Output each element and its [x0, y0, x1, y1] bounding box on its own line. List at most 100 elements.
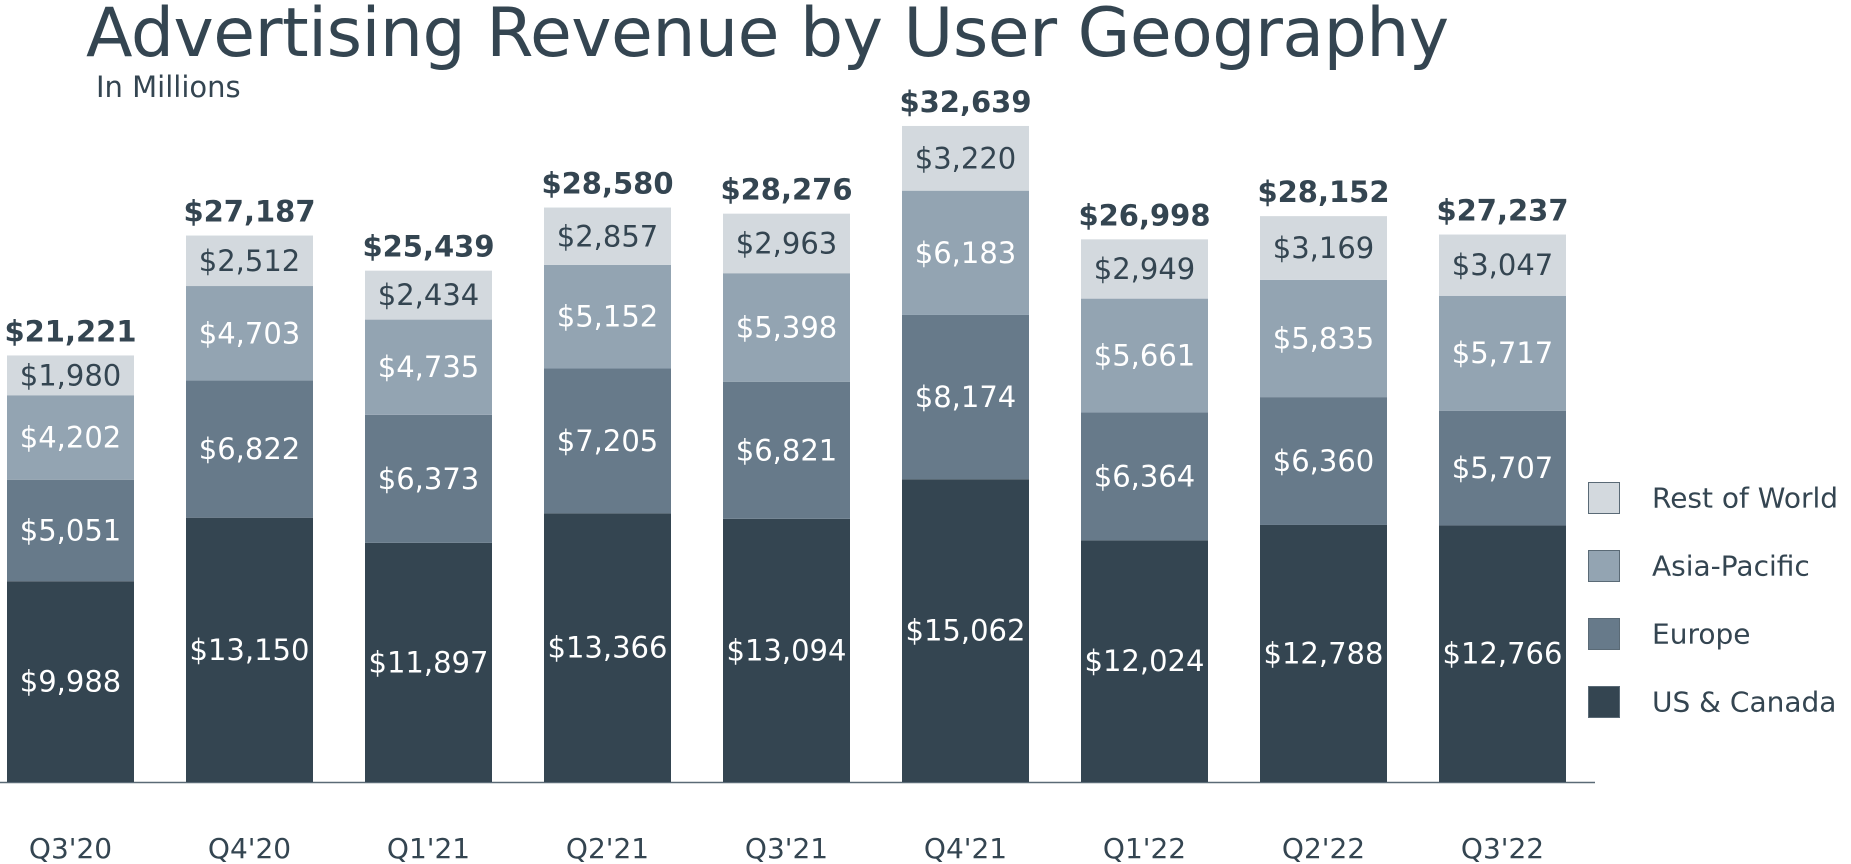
data-label: $3,220 — [915, 141, 1016, 175]
data-label: $5,707 — [1452, 451, 1553, 485]
data-label: $3,169 — [1273, 231, 1374, 265]
data-label: $6,183 — [915, 236, 1016, 270]
x-tick-label: Q4'20 — [208, 832, 291, 864]
bar-segment-asia-pacific — [902, 190, 1029, 315]
data-label: $7,205 — [557, 424, 658, 458]
bar-segment-asia-pacific — [186, 286, 313, 381]
bar-segment-europe — [365, 414, 492, 543]
bar-segment-us-canada — [544, 513, 671, 782]
data-label: $15,062 — [906, 614, 1026, 648]
bar-segment-rest-of-world — [7, 355, 134, 396]
data-label: $4,202 — [20, 420, 121, 454]
bar-segment-asia-pacific — [1260, 279, 1387, 398]
x-tick-label: Q2'22 — [1282, 832, 1365, 864]
data-label: $11,897 — [369, 645, 489, 679]
data-label: $13,094 — [727, 633, 847, 667]
bar-segment-europe — [7, 479, 134, 582]
total-label: $28,580 — [541, 167, 673, 201]
bar-segment-europe — [186, 380, 313, 518]
data-label: $5,717 — [1452, 336, 1553, 370]
total-label: $21,221 — [4, 314, 136, 348]
data-label: $2,512 — [199, 244, 300, 278]
bar-segment-us-canada — [1260, 524, 1387, 782]
bar-segment-europe — [1439, 410, 1566, 526]
data-label: $13,366 — [548, 631, 668, 665]
data-label: $4,703 — [199, 316, 300, 350]
x-tick-label: Q3'21 — [745, 832, 828, 864]
data-label: $2,434 — [378, 278, 479, 312]
x-tick-label: Q4'21 — [924, 832, 1007, 864]
bar-segment-europe — [1081, 412, 1208, 541]
x-tick-label: Q3'20 — [29, 832, 112, 864]
total-label: $28,276 — [720, 173, 852, 207]
data-label: $6,822 — [199, 432, 300, 466]
bar-segment-rest-of-world — [186, 235, 313, 287]
bar-segment-asia-pacific — [1439, 295, 1566, 411]
bar-segment-rest-of-world — [1439, 234, 1566, 296]
bar-segment-rest-of-world — [902, 125, 1029, 191]
bar-segment-us-canada — [7, 581, 134, 782]
bar-segment-europe — [1260, 397, 1387, 525]
data-label: $5,398 — [736, 310, 837, 344]
bar-segment-asia-pacific — [1081, 298, 1208, 413]
data-label: $9,988 — [20, 665, 121, 699]
legend-label: Rest of World — [1652, 482, 1838, 515]
data-label: $6,821 — [736, 433, 837, 467]
data-label: $4,735 — [378, 350, 479, 384]
total-label: $28,152 — [1257, 175, 1389, 209]
data-label: $12,788 — [1264, 636, 1384, 670]
total-label: $27,187 — [183, 195, 315, 229]
x-tick-label: Q2'21 — [566, 832, 649, 864]
bar-segment-rest-of-world — [1081, 239, 1208, 299]
data-label: $6,364 — [1094, 459, 1195, 493]
chart-title: Advertising Revenue by User Geography — [86, 0, 1449, 73]
bar-segment-asia-pacific — [365, 319, 492, 415]
bar-segment-us-canada — [365, 542, 492, 782]
bar-segment-rest-of-world — [544, 207, 671, 265]
total-label: $26,998 — [1078, 198, 1210, 232]
legend-swatch — [1588, 482, 1620, 514]
data-label: $13,150 — [190, 633, 310, 667]
data-label: $2,949 — [1094, 252, 1195, 286]
data-label: $6,373 — [378, 462, 479, 496]
bar-segment-us-canada — [186, 517, 313, 782]
chart-subtitle: In Millions — [96, 70, 241, 104]
bar-segment-rest-of-world — [1260, 216, 1387, 280]
data-label: $5,051 — [20, 513, 121, 547]
bar-segment-asia-pacific — [7, 395, 134, 480]
bar-segment-asia-pacific — [544, 264, 671, 369]
total-label: $27,237 — [1436, 194, 1568, 228]
bar-segment-europe — [544, 368, 671, 514]
bar-segment-europe — [723, 381, 850, 519]
bar-segment-us-canada — [1439, 525, 1566, 782]
data-label: $5,835 — [1273, 321, 1374, 355]
bar-segment-rest-of-world — [723, 213, 850, 274]
bar-segment-us-canada — [1081, 540, 1208, 782]
legend-label: Asia-Pacific — [1652, 550, 1810, 583]
x-tick-label: Q1'21 — [387, 832, 470, 864]
data-label: $8,174 — [915, 380, 1016, 414]
bar-segment-asia-pacific — [723, 273, 850, 382]
bar-segment-rest-of-world — [365, 270, 492, 320]
x-tick-label: Q3'22 — [1461, 832, 1544, 864]
data-label: $3,047 — [1452, 248, 1553, 282]
data-label: $6,360 — [1273, 444, 1374, 478]
data-label: $5,152 — [557, 300, 658, 334]
data-label: $5,661 — [1094, 339, 1195, 373]
total-label: $32,639 — [899, 85, 1031, 119]
legend-label: US & Canada — [1652, 686, 1836, 719]
bar-segment-us-canada — [902, 479, 1029, 782]
legend-swatch — [1588, 550, 1620, 582]
legend-swatch — [1588, 618, 1620, 650]
total-label: $25,439 — [362, 230, 494, 264]
data-label: $2,963 — [736, 226, 837, 260]
data-label: $12,766 — [1443, 637, 1563, 671]
data-label: $1,980 — [20, 358, 121, 392]
legend-label: Europe — [1652, 618, 1750, 651]
data-label: $12,024 — [1085, 644, 1205, 678]
bar-segment-us-canada — [723, 518, 850, 782]
bar-segment-europe — [902, 314, 1029, 480]
x-tick-label: Q1'22 — [1103, 832, 1186, 864]
legend-swatch — [1588, 686, 1620, 718]
